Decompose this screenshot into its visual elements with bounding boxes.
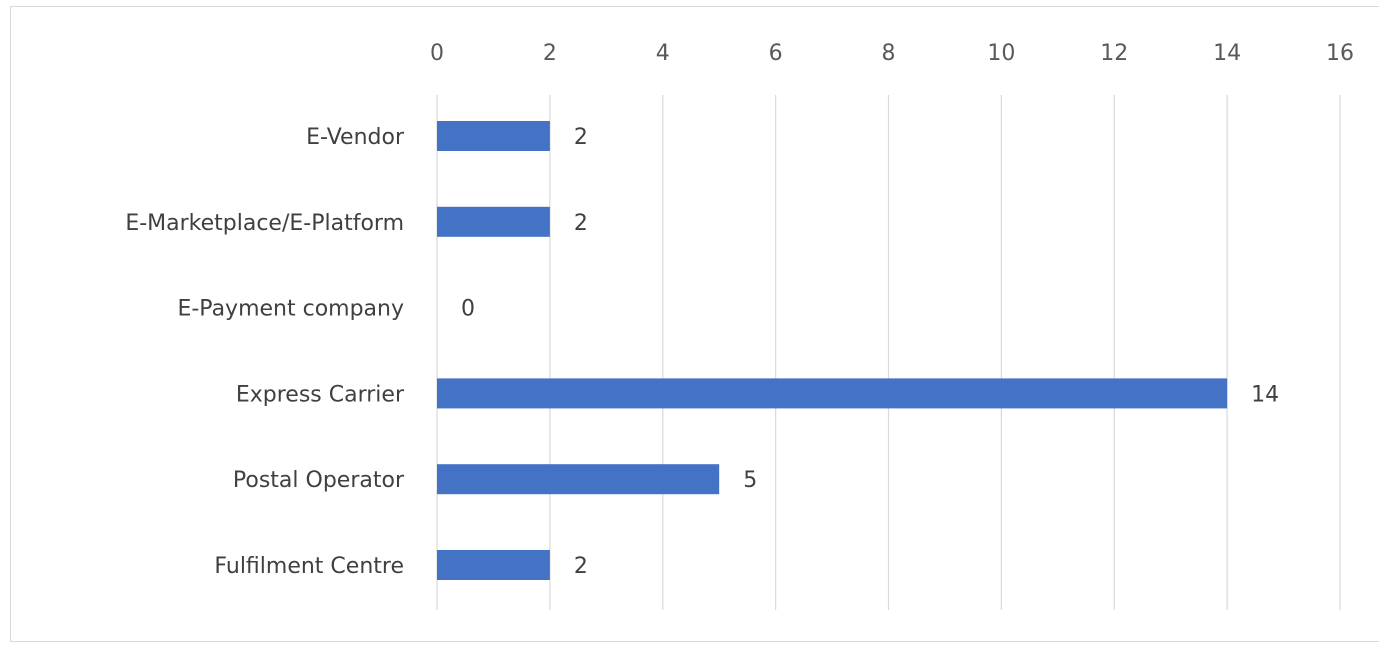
x-tick-label: 4: [656, 41, 670, 66]
category-label: Postal Operator: [233, 468, 405, 493]
x-tick-label: 0: [430, 41, 444, 66]
x-tick-label: 14: [1213, 41, 1241, 66]
x-tick-label: 6: [769, 41, 783, 66]
x-tick-label: 10: [987, 41, 1015, 66]
x-tick-label: 2: [543, 41, 557, 66]
category-labels: E-Vendor E-Marketplace/E-Platform E-Paymen…: [125, 125, 405, 579]
bar-e-marketplace-e-platform: [437, 206, 550, 237]
x-axis-ticks: 0 2 4 6 8 10 12 14 16: [430, 41, 1354, 66]
category-label: Fulfilment Centre: [214, 554, 404, 579]
bars: [437, 121, 1228, 580]
data-label: 5: [743, 468, 757, 493]
category-label: E-Marketplace/E-Platform: [125, 211, 404, 236]
category-label: E-Vendor: [306, 125, 405, 150]
data-label: 14: [1251, 382, 1279, 407]
data-labels: 2 2 0 14 5 2: [461, 125, 1279, 579]
data-label: 2: [574, 211, 588, 236]
x-tick-label: 8: [882, 41, 896, 66]
data-label: 2: [574, 554, 588, 579]
x-tick-label: 12: [1100, 41, 1128, 66]
data-label: 2: [574, 125, 588, 150]
data-label: 0: [461, 297, 475, 322]
x-tick-label: 16: [1326, 41, 1354, 66]
bar-e-vendor: [437, 121, 550, 151]
gridlines: [436, 95, 1341, 610]
bar-postal-operator: [437, 464, 720, 495]
bar-fulfilment-centre: [437, 550, 550, 580]
category-label: Express Carrier: [236, 382, 405, 407]
category-label: E-Payment company: [177, 297, 404, 322]
chart-frame: [10, 6, 1379, 642]
bar-express-carrier: [437, 378, 1228, 409]
